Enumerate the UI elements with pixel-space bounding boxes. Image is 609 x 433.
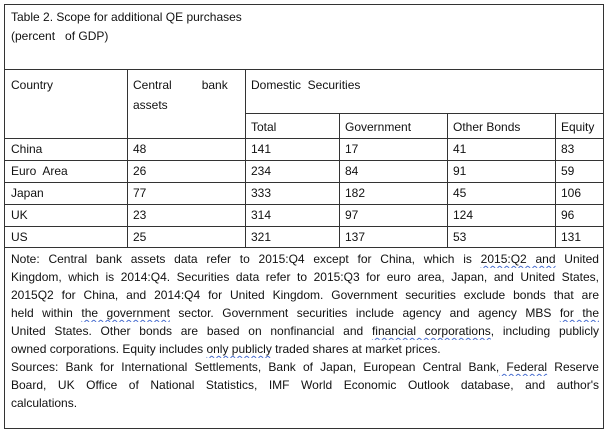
cell-equity: 131	[561, 230, 582, 244]
header-other-bonds: Other Bonds	[453, 120, 521, 134]
cell-other-bonds: 124	[453, 208, 474, 222]
table-notes: Note: Central bank assets data refer to …	[11, 250, 599, 412]
note-line: Note: Central bank assets data refer to …	[11, 250, 599, 268]
table-col-divider	[555, 113, 556, 247]
note-text: 2015:Q2 and	[480, 252, 556, 266]
note-text: owned corporations. Equity includes	[11, 342, 207, 356]
note-line: held within the government sector. Gover…	[11, 304, 599, 322]
header-central-bank-assets: assets	[133, 98, 168, 112]
note-text: sector. Government securities include ag…	[169, 306, 560, 320]
note-text: the government	[81, 306, 170, 320]
header-domestic-securities: Domestic Securities	[251, 78, 361, 92]
cell-government: 182	[345, 186, 366, 200]
cell-equity: 83	[561, 142, 575, 156]
table-row-divider	[5, 226, 603, 227]
note-text: traded shares at market prices.	[271, 342, 441, 356]
cell-total: 141	[251, 142, 272, 156]
note-line: owned corporations. Equity includes only…	[11, 340, 599, 358]
header-government: Government	[345, 120, 412, 134]
table-header-bottom	[5, 138, 603, 139]
sources-line: calculations.	[11, 396, 78, 410]
cell-country: UK	[11, 208, 28, 222]
note-text: financial corporations	[371, 324, 491, 338]
note-text: United	[555, 252, 599, 266]
table-document: Table 2. Scope for additional QE purchas…	[4, 4, 604, 429]
cell-central-bank-assets: 25	[133, 230, 147, 244]
cell-country: Japan	[11, 186, 44, 200]
cell-other-bonds: 53	[453, 230, 467, 244]
note-text: United States. Other bonds are based on …	[11, 324, 372, 338]
table-col-divider	[245, 69, 246, 247]
cell-government: 137	[345, 230, 366, 244]
cell-central-bank-assets: 48	[133, 142, 147, 156]
note-text: for the	[559, 306, 599, 320]
note-text: , including publicly	[490, 324, 599, 338]
sources-line: Board, UK Office of National Statistics,…	[11, 378, 599, 392]
note-line: Kingdom, which is 2014:Q4. Securities da…	[11, 270, 599, 284]
note-text: only publicly	[206, 342, 272, 356]
sources-text: Sources: Bank for International Settleme…	[11, 360, 500, 374]
cell-total: 333	[251, 186, 272, 200]
cell-country: Euro Area	[11, 164, 68, 178]
note-line: 2015Q2 for China, and 2014:Q4 for United…	[11, 288, 599, 302]
cell-government: 17	[345, 142, 359, 156]
cell-central-bank-assets: 77	[133, 186, 147, 200]
table-row-divider	[5, 182, 603, 183]
table-col-divider	[447, 113, 448, 247]
cell-equity: 106	[561, 186, 582, 200]
table-row-divider	[5, 204, 603, 205]
sources-text: Reserve	[547, 360, 599, 374]
table-title: Table 2. Scope for additional QE purchas…	[11, 10, 242, 24]
note-text: held within	[11, 306, 82, 320]
note-line: United States. Other bonds are based on …	[11, 322, 599, 340]
sources-line: Sources: Bank for International Settleme…	[11, 358, 599, 376]
table-border-top	[5, 69, 603, 70]
cell-country: US	[11, 230, 28, 244]
table-col-divider	[339, 113, 340, 247]
table-border-bottom	[5, 247, 603, 248]
table-row-divider	[5, 160, 603, 161]
header-total: Total	[251, 120, 277, 134]
table-col-divider	[127, 69, 128, 247]
cell-equity: 59	[561, 164, 575, 178]
note-text: Note: Central bank assets data refer to …	[11, 252, 481, 266]
cell-country: China	[11, 142, 43, 156]
table-unit: (percent of GDP)	[11, 29, 109, 43]
header-country: Country	[11, 78, 54, 92]
header-equity: Equity	[561, 120, 595, 134]
cell-government: 84	[345, 164, 359, 178]
cell-total: 321	[251, 230, 272, 244]
data-table: Country Central bank assets Domestic Sec…	[5, 69, 603, 248]
header-central-bank-assets: Central bank	[133, 78, 228, 92]
cell-other-bonds: 45	[453, 186, 467, 200]
cell-total: 314	[251, 208, 272, 222]
cell-other-bonds: 41	[453, 142, 467, 156]
cell-government: 97	[345, 208, 359, 222]
cell-other-bonds: 91	[453, 164, 467, 178]
cell-total: 234	[251, 164, 272, 178]
sources-text: Federal	[499, 360, 548, 374]
table-header-divider	[245, 113, 603, 114]
cell-central-bank-assets: 26	[133, 164, 147, 178]
cell-central-bank-assets: 23	[133, 208, 147, 222]
cell-equity: 96	[561, 208, 575, 222]
